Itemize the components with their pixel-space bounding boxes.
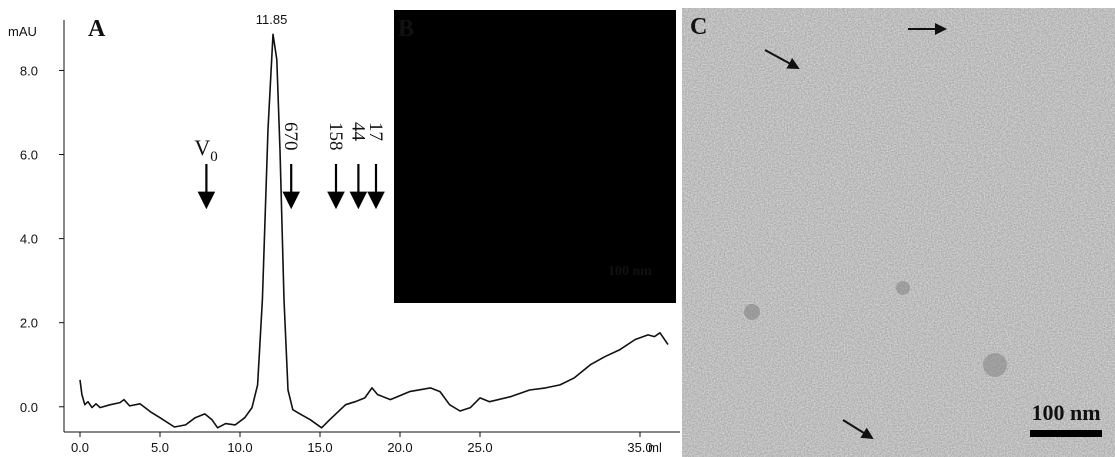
arrow	[442, 24, 466, 71]
marker-label: 670	[280, 122, 301, 151]
arrow	[842, 419, 874, 440]
y-tick-label: 8.0	[20, 63, 38, 78]
arrow	[499, 169, 547, 203]
panel-label: C	[690, 14, 707, 40]
micrograph-b: B 100 nm	[394, 10, 676, 303]
scale-bar-label: 100 nm	[1031, 400, 1100, 425]
x-tick-label: 20.0	[387, 440, 412, 455]
chromatogram: A mAU ml 0.0 2.0 4.0 6.0 8.0 0.0 5.0 10.0 15.0 20…	[8, 12, 680, 455]
peak-label: 11.85	[256, 12, 288, 27]
y-tick-label: 4.0	[20, 232, 38, 247]
marker-label: V0	[194, 135, 217, 165]
x-tick-label: 15.0	[307, 440, 332, 455]
scale-bar	[604, 284, 656, 289]
x-tick-label: 35.0	[627, 440, 652, 455]
marker-label-main: V	[194, 135, 210, 160]
micrograph-c: C 100 nm	[682, 8, 1115, 457]
stain-spot	[896, 281, 910, 295]
stain-spot	[983, 353, 1007, 377]
y-axis-label: mAU	[8, 24, 37, 39]
x-tick-label: 25.0	[467, 440, 492, 455]
x-tick-label: 10.0	[227, 440, 252, 455]
x-tick-label: 5.0	[151, 440, 169, 455]
arrow	[403, 218, 454, 249]
arrow	[764, 49, 800, 69]
image-texture	[394, 10, 676, 303]
marker-label: 44	[347, 122, 368, 142]
panel-label: A	[88, 16, 106, 42]
marker-label: 158	[325, 122, 346, 151]
x-axis-label: ml	[648, 440, 662, 455]
marker-label: 17	[365, 122, 386, 141]
stain-spot	[744, 304, 760, 320]
marker-label-subscript: 0	[210, 149, 218, 165]
scale-bar	[1030, 430, 1102, 437]
panel-label: B	[398, 16, 414, 42]
y-tick-label: 6.0	[20, 148, 38, 163]
x-tick-label: 0.0	[71, 440, 89, 455]
y-tick-label: 0.0	[20, 400, 38, 415]
chromatogram-line	[79, 33, 669, 429]
scale-bar-label: 100 nm	[608, 264, 652, 279]
image-texture	[682, 8, 1115, 457]
arrow	[534, 73, 562, 94]
y-tick-label: 2.0	[20, 316, 38, 331]
